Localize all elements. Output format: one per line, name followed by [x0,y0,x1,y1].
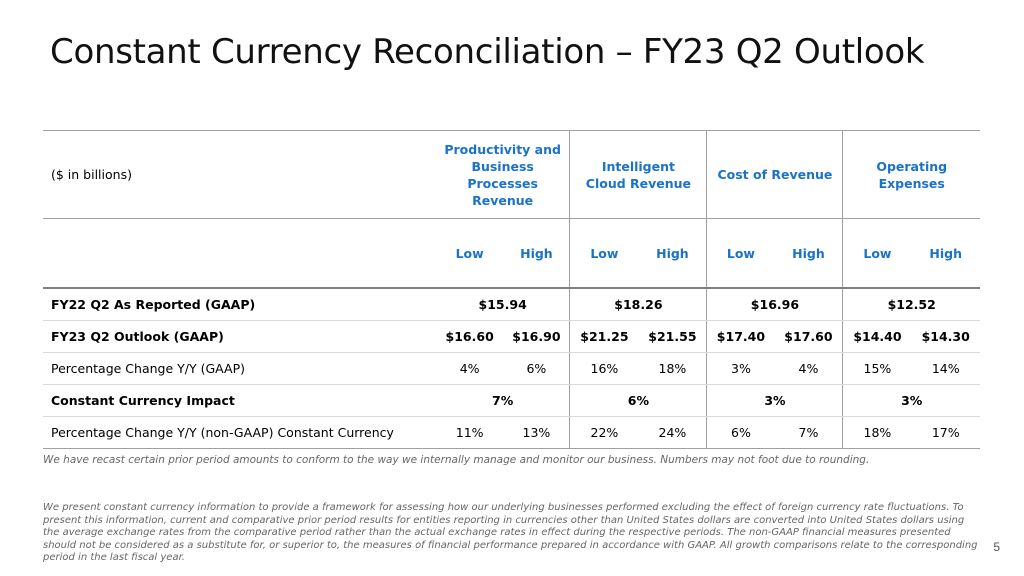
table-cell: $14.40 [842,320,912,353]
table-cell: 4% [774,352,843,385]
table-cell: 3% [842,384,980,417]
high-label: High [638,218,707,289]
table-cell: 7% [774,416,843,449]
low-label: Low [569,218,639,289]
header-row: ($ in billions) Productivity and Busines… [43,130,980,219]
table-cell: $16.90 [503,320,570,353]
footnote-constant-currency: We present constant currency information… [43,502,978,563]
table-cell: $21.55 [638,320,707,353]
table-cell: 4% [435,352,504,385]
table-cell: 13% [503,416,570,449]
table-cell: 3% [706,352,775,385]
high-label: High [503,218,570,289]
table-cell: 6% [569,384,707,417]
low-label: Low [842,218,912,289]
high-label: High [911,218,980,289]
table-cell: 24% [638,416,707,449]
page-number: 5 [993,540,1000,554]
table-row-cc-impact: Constant Currency Impact 7% 6% 3% 3% [43,384,980,417]
table-row-pct-cc: Percentage Change Y/Y (non-GAAP) Constan… [43,416,980,449]
row-label: Constant Currency Impact [43,384,436,417]
table-cell: $12.52 [842,288,980,321]
col-header-intelligent-cloud: Intelligent Cloud Revenue [569,130,707,219]
table-cell: $21.25 [569,320,639,353]
table-cell: $17.40 [706,320,775,353]
table-cell: 6% [503,352,570,385]
row-label: Percentage Change Y/Y (non-GAAP) Constan… [43,416,436,449]
low-high-row: Low High Low High Low High Low High [43,218,980,289]
table-cell: 16% [569,352,639,385]
col-header-cost-of-revenue: Cost of Revenue [706,130,843,219]
table-cell: 17% [911,416,980,449]
table-cell: 3% [706,384,843,417]
low-label: Low [435,218,504,289]
units-label: ($ in billions) [43,130,436,219]
table-cell: $15.94 [435,288,570,321]
table-cell: $16.60 [435,320,504,353]
footnote-recast: We have recast certain prior period amou… [43,454,870,466]
col-header-productivity: Productivity and Business Processes Reve… [435,130,570,219]
table-cell: $14.30 [911,320,980,353]
row-label: FY23 Q2 Outlook (GAAP) [43,320,436,353]
table-cell: $18.26 [569,288,707,321]
low-label: Low [706,218,775,289]
row-label: FY22 Q2 As Reported (GAAP) [43,288,436,321]
page-title: Constant Currency Reconciliation – FY23 … [50,32,925,72]
table-cell: $17.60 [774,320,843,353]
high-label: High [774,218,843,289]
table-cell: 15% [842,352,912,385]
reconciliation-table: ($ in billions) Productivity and Busines… [43,130,980,449]
table-cell: $16.96 [706,288,843,321]
col-header-operating-expenses: Operating Expenses [842,130,980,219]
table-cell: 18% [638,352,707,385]
table-cell: 22% [569,416,639,449]
table-row-outlook: FY23 Q2 Outlook (GAAP) $16.60 $16.90 $21… [43,320,980,353]
table-cell: 6% [706,416,775,449]
table-cell: 11% [435,416,504,449]
table-cell: 7% [435,384,570,417]
table-row-reported: FY22 Q2 As Reported (GAAP) $15.94 $18.26… [43,288,980,321]
table-cell: 14% [911,352,980,385]
table-row-pct-gaap: Percentage Change Y/Y (GAAP) 4% 6% 16% 1… [43,352,980,385]
table-cell: 18% [842,416,912,449]
row-label: Percentage Change Y/Y (GAAP) [43,352,436,385]
empty-cell [43,218,436,289]
